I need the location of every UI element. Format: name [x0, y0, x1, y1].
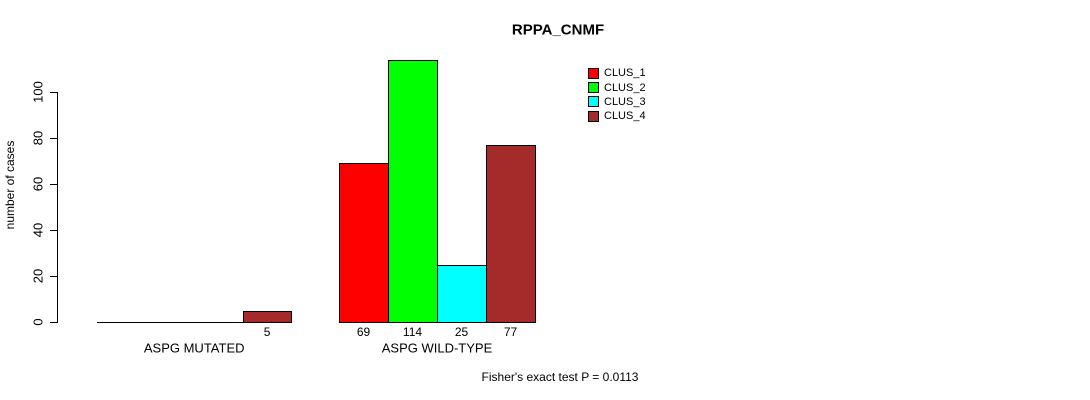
legend-label: CLUS_3	[604, 95, 646, 108]
bar-value-label: 25	[454, 325, 469, 339]
legend-swatch-icon	[588, 82, 599, 94]
x-axis-group-label: ASPG WILD-TYPE	[381, 340, 493, 356]
legend-row-clus_2: CLUS_2	[588, 80, 646, 94]
x-axis-group-label: ASPG MUTATED	[143, 340, 245, 356]
statistical-test-annotation: Fisher's exact test P = 0.0113	[481, 370, 639, 384]
bar-clus_4-wild-type	[486, 144, 536, 323]
y-axis-tick-label: 20	[30, 268, 46, 284]
legend-label: CLUS_2	[604, 81, 646, 94]
legend-row-clus_3: CLUS_3	[588, 95, 646, 109]
legend-swatch-icon	[588, 96, 599, 108]
y-axis-tick-label: 60	[30, 176, 46, 192]
y-axis-tick	[50, 138, 57, 139]
bar-value-label: 77	[503, 325, 518, 339]
y-axis-title: number of cases	[3, 140, 17, 230]
bar-clus_2-zero-baseline	[145, 322, 196, 323]
bar-clus_3-wild-type	[437, 264, 487, 323]
bar-clus_1-zero-baseline	[97, 322, 147, 323]
bar-clus_2-wild-type	[388, 59, 438, 323]
y-axis-tick	[50, 92, 57, 93]
y-axis-tick	[50, 184, 57, 185]
bar-clus_1-wild-type	[339, 163, 389, 323]
y-axis-tick	[50, 322, 57, 323]
chart-title: RPPA_CNMF	[511, 21, 605, 39]
y-axis-tick	[50, 230, 57, 231]
y-axis-tick-label: 0	[30, 318, 46, 326]
y-axis-line	[57, 92, 58, 323]
bar-clus_3-zero-baseline	[194, 322, 244, 323]
y-axis-tick-label: 80	[30, 130, 46, 146]
bar-value-label: 5	[263, 325, 271, 339]
legend-swatch-icon	[588, 110, 599, 122]
legend-label: CLUS_4	[604, 110, 646, 123]
legend-swatch-icon	[588, 67, 599, 79]
legend: CLUS_1 CLUS_2 CLUS_3 CLUS_4	[588, 66, 646, 124]
y-axis-tick-label: 40	[30, 222, 46, 238]
bar-value-label: 69	[356, 325, 371, 339]
legend-row-clus_1: CLUS_1	[588, 66, 646, 80]
legend-label: CLUS_1	[604, 67, 646, 80]
bar-clus_4-mutated	[242, 310, 293, 323]
legend-row-clus_4: CLUS_4	[588, 109, 646, 123]
y-axis-tick-label: 100	[30, 81, 46, 103]
bar-value-label: 114	[402, 325, 423, 339]
y-axis-tick	[50, 276, 57, 277]
